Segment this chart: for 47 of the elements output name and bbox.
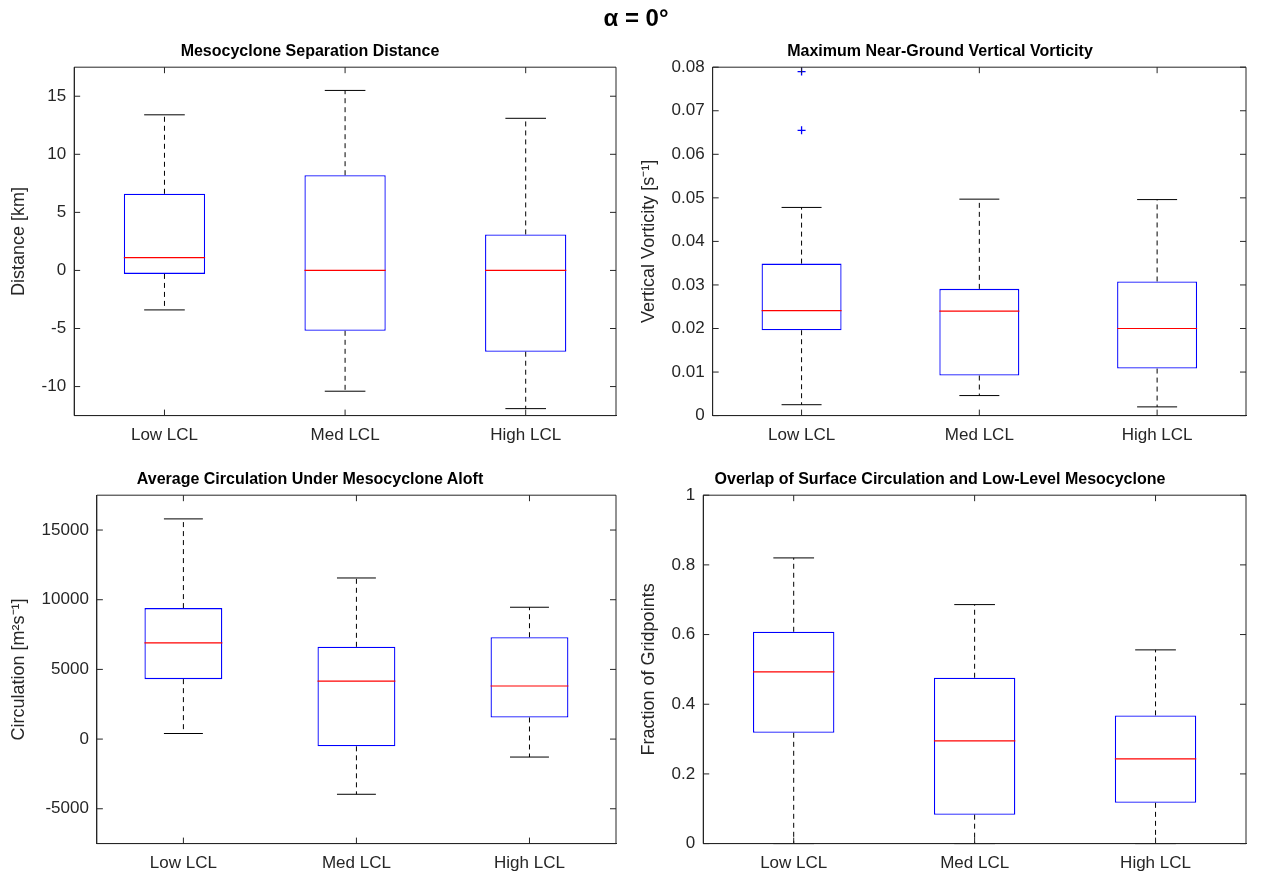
- y-tick-label: 0.05: [671, 187, 705, 207]
- y-tick-label: 0.02: [671, 318, 705, 338]
- x-tick-label: Low LCL: [760, 853, 828, 873]
- y-tick-label: 0.03: [671, 274, 705, 294]
- y-tick-label: 0.08: [671, 56, 705, 76]
- y-tick-label: 15: [47, 85, 67, 105]
- x-tick-label: Low LCL: [149, 853, 217, 873]
- x-tick-label: High LCL: [494, 853, 565, 873]
- y-axis-title: Circulation [m²s⁻¹]: [7, 598, 28, 741]
- y-tick-label: 0.07: [671, 100, 705, 120]
- x-tick-label: Med LCL: [944, 425, 1014, 445]
- y-tick-label: 10000: [41, 589, 89, 609]
- y-tick-label: 0: [56, 260, 67, 280]
- y-tick-label: -5000: [45, 798, 89, 818]
- y-tick-label: 0.8: [671, 554, 696, 574]
- chart-title: Mesocyclone Separation Distance: [180, 42, 440, 60]
- y-tick-label: 0.01: [671, 361, 705, 381]
- x-tick-label: High LCL: [490, 425, 562, 445]
- chart-title: Average Circulation Under Mesocyclone Aloft: [136, 470, 484, 488]
- x-tick-label: Med LCL: [310, 425, 380, 445]
- x-tick-label: High LCL: [1121, 425, 1193, 445]
- y-tick-label: 15000: [41, 519, 89, 539]
- y-tick-label: 0: [79, 728, 89, 748]
- x-tick-label: Med LCL: [321, 853, 391, 873]
- y-tick-label: -5: [51, 318, 67, 338]
- y-axis-title: Distance [km]: [7, 186, 28, 296]
- x-tick-label: Low LCL: [130, 425, 199, 445]
- x-tick-label: High LCL: [1120, 853, 1191, 873]
- y-tick-label: 0: [695, 405, 705, 425]
- y-tick-label: 0.6: [671, 624, 696, 644]
- x-tick-label: Low LCL: [768, 425, 836, 445]
- chart-title: Maximum Near-Ground Vertical Vorticity: [787, 42, 1093, 60]
- y-axis-title: Fraction of Gridpoints: [637, 583, 658, 756]
- chart-title: Overlap of Surface Circulation and Low-Level Mesocyclone: [714, 470, 1166, 488]
- y-tick-label: -10: [41, 376, 67, 396]
- y-axis-title: Vertical Vorticity [s⁻¹]: [637, 159, 658, 323]
- y-tick-label: 10: [47, 143, 67, 163]
- y-tick-label: 0.06: [671, 143, 705, 163]
- y-tick-label: 0.4: [671, 693, 696, 713]
- y-tick-label: 5: [56, 202, 67, 222]
- y-tick-label: 0.2: [671, 763, 696, 783]
- y-tick-label: 5000: [51, 659, 89, 679]
- x-tick-label: Med LCL: [940, 853, 1010, 873]
- y-tick-label: 0: [685, 833, 696, 853]
- text: α = 0°: [602, 4, 670, 32]
- y-tick-label: 1: [685, 484, 696, 504]
- y-tick-label: 0.04: [671, 231, 705, 251]
